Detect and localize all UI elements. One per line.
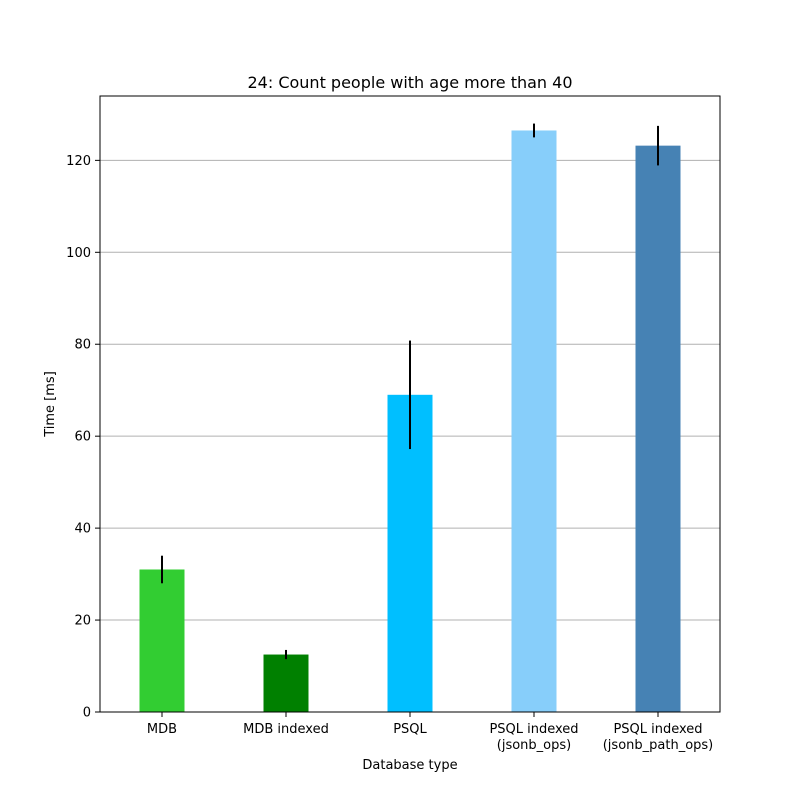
x-tick-label: PSQL indexed — [613, 722, 702, 737]
error-bars — [161, 123, 659, 660]
chart-title: 24: Count people with age more than 40 — [247, 73, 572, 92]
x-tick-label: MDB — [147, 722, 177, 737]
y-axis-ticks: 0 20 40 60 80 100 120 — [66, 154, 100, 721]
y-tick-label: 80 — [74, 338, 91, 353]
y-tick-label: 40 — [74, 522, 91, 537]
bar — [139, 569, 185, 712]
x-axis-ticks: MDB MDB indexed PSQL PSQL indexed(jsonb_ops… — [147, 712, 713, 753]
y-tick-label: 60 — [74, 430, 91, 445]
y-tick-label: 120 — [66, 154, 91, 169]
bar — [635, 145, 681, 712]
bar — [511, 130, 557, 713]
x-tick-label: PSQL indexed — [489, 722, 578, 737]
x-tick-label: MDB indexed — [243, 722, 329, 737]
y-tick-label: 100 — [66, 246, 91, 261]
y-tick-label: 0 — [83, 706, 91, 721]
bar — [263, 654, 309, 712]
x-axis-label: Database type — [362, 758, 457, 773]
y-tick-label: 20 — [74, 614, 91, 629]
bars — [139, 130, 681, 713]
x-tick-label: PSQL — [393, 722, 427, 737]
y-axis-label: Time [ms] — [43, 371, 58, 438]
x-tick-label: (jsonb_ops) — [497, 738, 571, 753]
x-tick-label: (jsonb_path_ops) — [603, 738, 714, 753]
